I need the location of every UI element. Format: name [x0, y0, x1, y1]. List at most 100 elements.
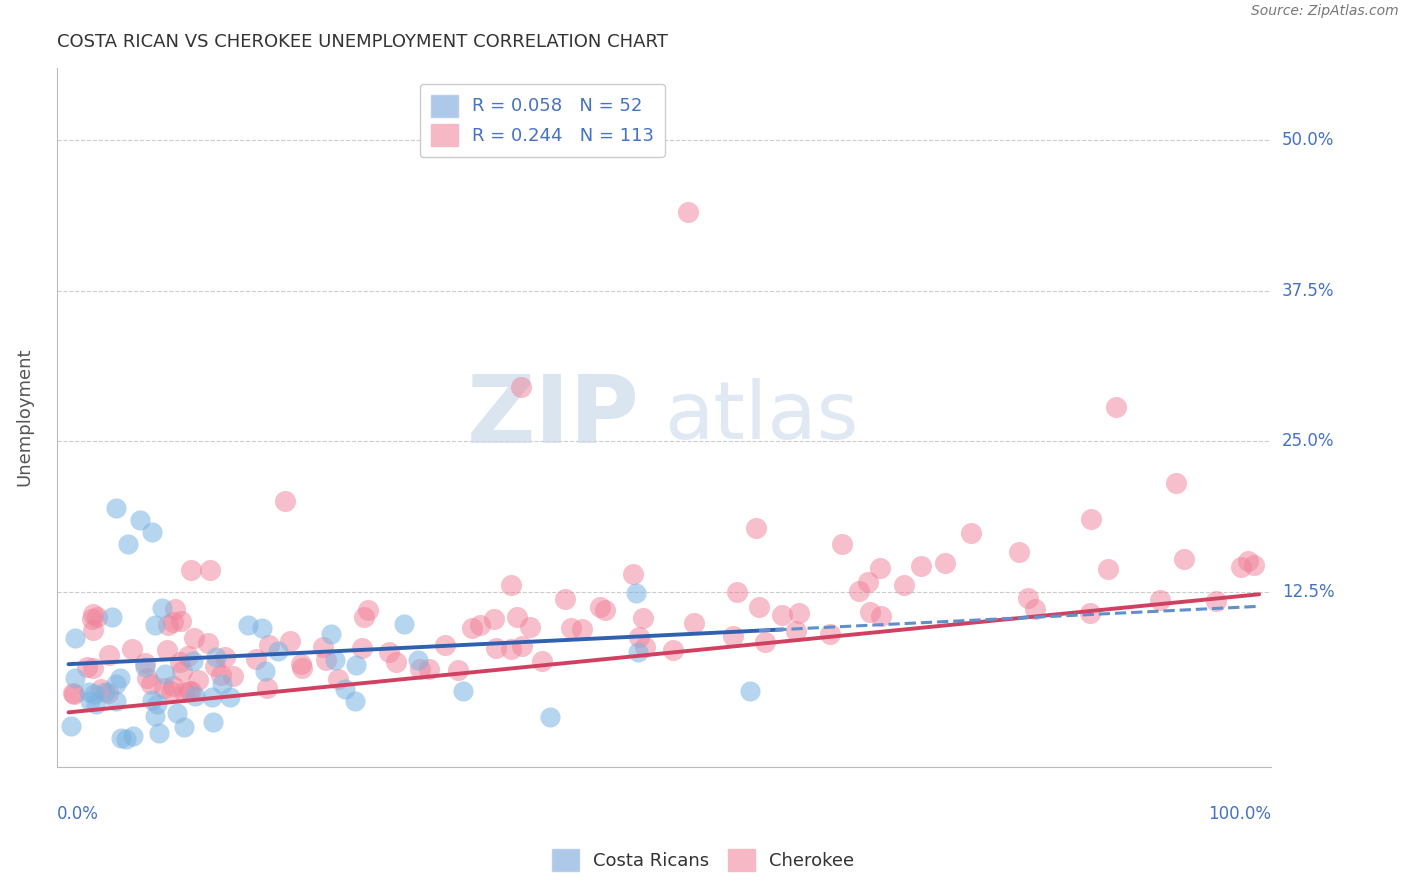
Point	[323, 653, 346, 667]
Point	[1024, 602, 1046, 616]
Point	[172, 664, 194, 678]
Point	[97, 686, 120, 700]
Text: Source: ZipAtlas.com: Source: ZipAtlas.com	[1251, 4, 1399, 19]
Point	[160, 684, 183, 698]
Point	[162, 615, 184, 630]
Point	[219, 690, 242, 704]
Point	[725, 585, 748, 599]
Point	[79, 694, 101, 708]
Point	[183, 654, 205, 668]
Point	[621, 567, 644, 582]
Point	[869, 560, 891, 574]
Text: 50.0%: 50.0%	[1282, 131, 1334, 149]
Point	[169, 655, 191, 669]
Point	[470, 617, 492, 632]
Point	[328, 672, 350, 686]
Point	[510, 380, 533, 394]
Point	[683, 615, 706, 630]
Point	[156, 618, 179, 632]
Point	[748, 600, 770, 615]
Point	[1097, 562, 1119, 576]
Point	[1078, 606, 1101, 620]
Point	[418, 662, 440, 676]
Point	[893, 578, 915, 592]
Point	[377, 645, 399, 659]
Point	[82, 661, 104, 675]
Point	[738, 683, 761, 698]
Point	[1205, 594, 1227, 608]
Point	[1149, 593, 1171, 607]
Point	[105, 677, 128, 691]
Point	[90, 682, 112, 697]
Point	[554, 592, 576, 607]
Point	[177, 648, 200, 663]
Point	[633, 640, 655, 654]
Point	[273, 494, 295, 508]
Point	[63, 631, 86, 645]
Point	[214, 650, 236, 665]
Point	[409, 662, 432, 676]
Point	[315, 653, 337, 667]
Point	[146, 698, 169, 712]
Point	[86, 609, 108, 624]
Point	[460, 621, 482, 635]
Point	[245, 652, 267, 666]
Point	[352, 641, 374, 656]
Point	[1080, 512, 1102, 526]
Point	[560, 621, 582, 635]
Point	[662, 642, 685, 657]
Point	[204, 659, 226, 673]
Point	[624, 586, 647, 600]
Point	[259, 638, 281, 652]
Point	[482, 612, 505, 626]
Point	[202, 714, 225, 729]
Point	[530, 654, 553, 668]
Point	[392, 616, 415, 631]
Point	[204, 650, 226, 665]
Point	[1164, 476, 1187, 491]
Point	[571, 622, 593, 636]
Point	[745, 521, 768, 535]
Point	[165, 602, 187, 616]
Point	[83, 687, 105, 701]
Point	[117, 536, 139, 550]
Point	[770, 608, 793, 623]
Point	[84, 697, 107, 711]
Point	[114, 731, 136, 746]
Text: 0.0%: 0.0%	[56, 805, 98, 823]
Text: 25.0%: 25.0%	[1282, 433, 1334, 450]
Point	[77, 685, 100, 699]
Point	[148, 725, 170, 739]
Point	[290, 660, 312, 674]
Point	[356, 603, 378, 617]
Point	[141, 524, 163, 539]
Point	[76, 660, 98, 674]
Point	[129, 512, 152, 526]
Point	[236, 618, 259, 632]
Point	[499, 578, 522, 592]
Point	[121, 642, 143, 657]
Point	[934, 556, 956, 570]
Point	[538, 709, 561, 723]
Point	[136, 672, 159, 686]
Point	[631, 611, 654, 625]
Point	[162, 679, 184, 693]
Point	[222, 668, 245, 682]
Point	[250, 621, 273, 635]
Point	[433, 638, 456, 652]
Point	[510, 639, 533, 653]
Point	[1243, 558, 1265, 572]
Point	[676, 205, 699, 219]
Text: 12.5%: 12.5%	[1282, 582, 1334, 601]
Point	[187, 673, 209, 687]
Text: COSTA RICAN VS CHEROKEE UNEMPLOYMENT CORRELATION CHART: COSTA RICAN VS CHEROKEE UNEMPLOYMENT COR…	[56, 33, 668, 51]
Point	[820, 627, 842, 641]
Point	[94, 685, 117, 699]
Point	[1008, 545, 1031, 559]
Point	[385, 655, 408, 669]
Point	[869, 608, 891, 623]
Point	[65, 671, 87, 685]
Text: ZIP: ZIP	[467, 371, 640, 463]
Point	[211, 676, 233, 690]
Point	[959, 526, 981, 541]
